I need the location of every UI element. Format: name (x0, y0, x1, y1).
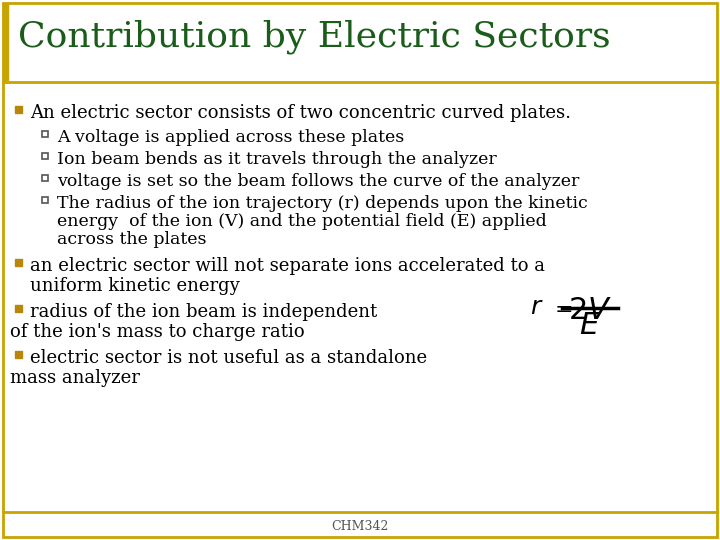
Bar (14, 350, 22, 357)
Text: energy  of the ion (V) and the potential field (E) applied: energy of the ion (V) and the potential … (57, 213, 546, 230)
Text: electric sector is not useful as a standalone: electric sector is not useful as a stand… (30, 349, 427, 367)
Text: $E$: $E$ (580, 310, 600, 341)
Text: Ion beam bends as it travels through the analyzer: Ion beam bends as it travels through the… (57, 151, 497, 168)
Text: across the plates: across the plates (57, 231, 207, 248)
Bar (3, 3, 8, 80)
Text: mass analyzer: mass analyzer (10, 369, 140, 387)
Text: voltage is set so the beam follows the curve of the analyzer: voltage is set so the beam follows the c… (57, 173, 580, 190)
Text: Contribution by Electric Sectors: Contribution by Electric Sectors (18, 20, 611, 55)
Text: an electric sector will not separate ions accelerated to a: an electric sector will not separate ion… (30, 257, 545, 275)
Text: CHM342: CHM342 (331, 519, 389, 532)
Bar (42, 131, 48, 137)
Bar (14, 259, 22, 266)
Text: The radius of the ion trajectory (r) depends upon the kinetic: The radius of the ion trajectory (r) dep… (57, 195, 588, 212)
Text: $=$: $=$ (550, 297, 572, 319)
Text: $r$: $r$ (530, 296, 544, 320)
Text: of the ion's mass to charge ratio: of the ion's mass to charge ratio (10, 323, 305, 341)
Bar (14, 305, 22, 312)
Text: $2V$: $2V$ (568, 295, 612, 326)
Text: radius of the ion beam is independent: radius of the ion beam is independent (30, 303, 377, 321)
Text: An electric sector consists of two concentric curved plates.: An electric sector consists of two conce… (30, 104, 571, 122)
Text: uniform kinetic energy: uniform kinetic energy (30, 277, 240, 295)
Bar (42, 175, 48, 181)
Bar (14, 105, 22, 112)
Bar (42, 153, 48, 159)
Bar (42, 197, 48, 203)
Text: A voltage is applied across these plates: A voltage is applied across these plates (57, 129, 404, 146)
